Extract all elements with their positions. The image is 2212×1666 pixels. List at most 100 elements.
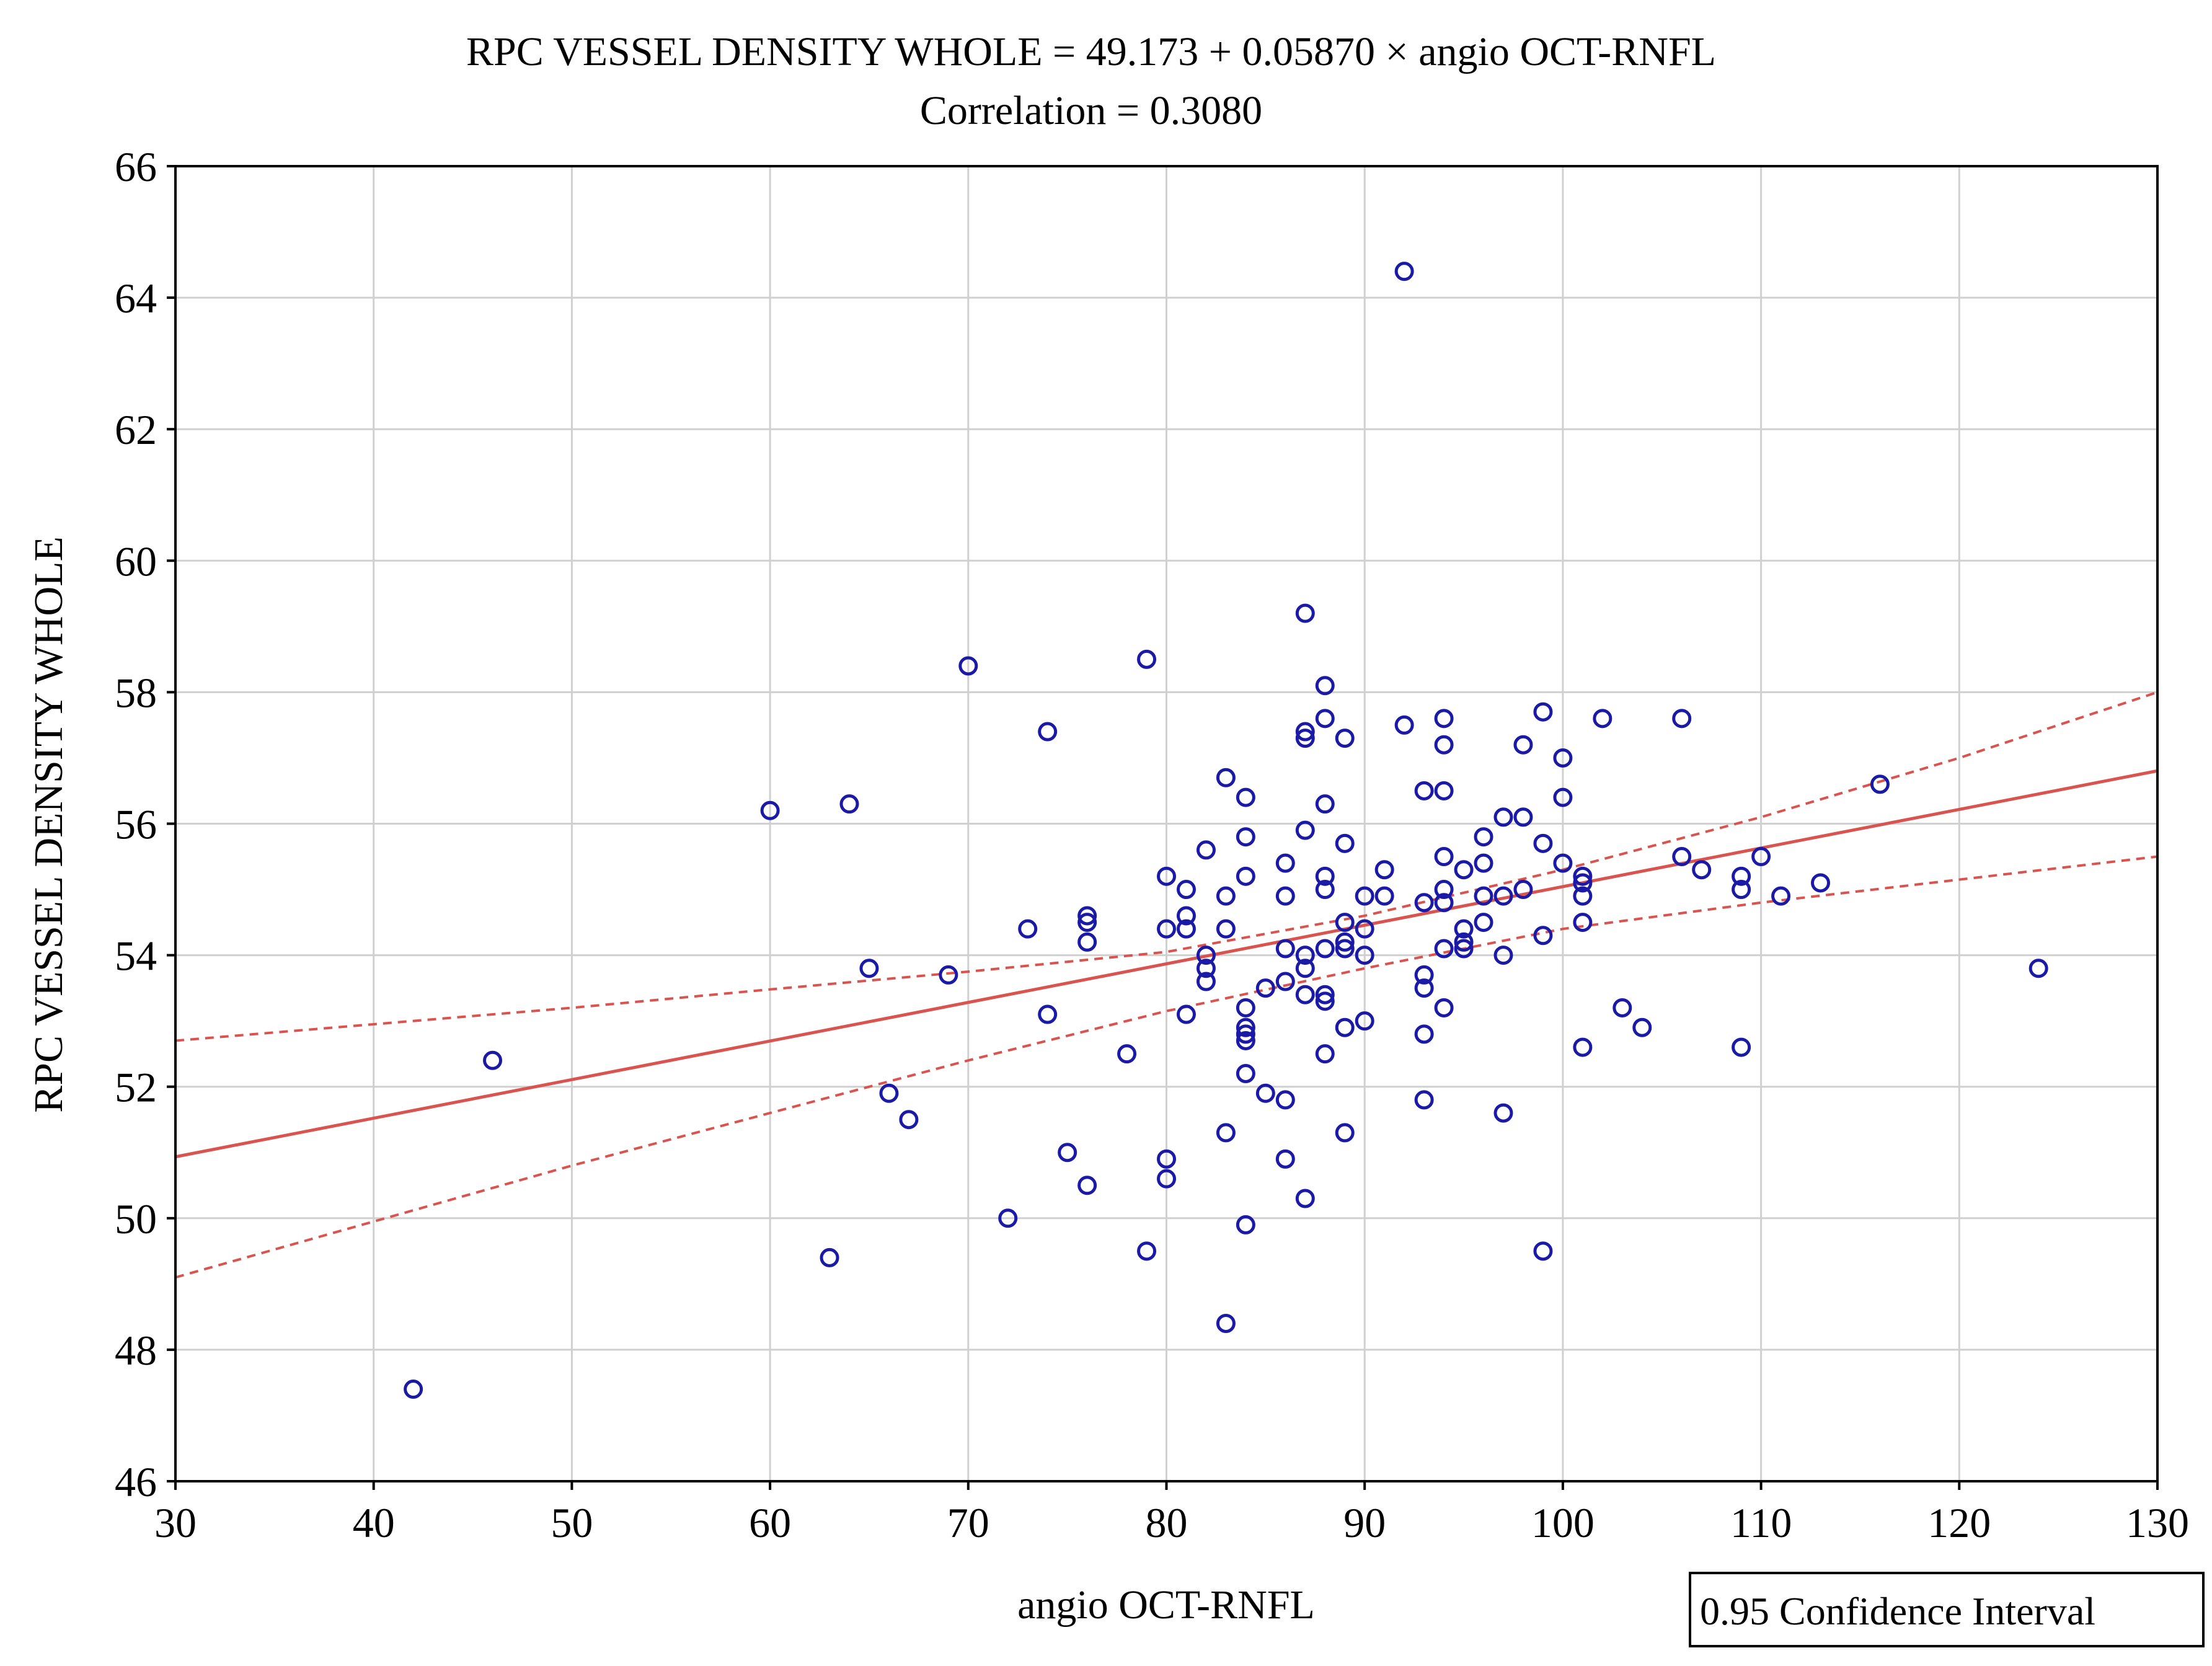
y-tick-label: 66 — [115, 143, 157, 190]
data-point — [1513, 880, 1533, 900]
data-point — [1077, 1176, 1097, 1195]
x-tick-label: 50 — [551, 1499, 593, 1546]
data-point — [1137, 1241, 1157, 1261]
data-point — [1771, 886, 1791, 906]
data-point — [1315, 866, 1335, 886]
data-point — [1295, 1189, 1315, 1208]
data-point — [1434, 847, 1454, 867]
data-point — [1315, 1044, 1335, 1064]
data-point — [1216, 886, 1236, 906]
data-point — [1474, 886, 1493, 906]
y-tick-label: 60 — [115, 538, 157, 585]
y-tick-label: 52 — [115, 1064, 157, 1111]
data-point — [1236, 1063, 1255, 1083]
data-point — [2028, 959, 2048, 978]
data-point — [1672, 709, 1692, 729]
data-point — [1236, 1030, 1255, 1050]
data-point — [1236, 787, 1255, 807]
data-point — [1275, 972, 1295, 991]
legend-box — [1689, 1572, 2205, 1647]
data-point — [1335, 1123, 1355, 1143]
data-point — [1216, 768, 1236, 787]
data-point — [1414, 965, 1434, 985]
data-point — [1434, 709, 1454, 729]
x-tick-label: 80 — [1146, 1499, 1188, 1546]
data-point — [1315, 991, 1335, 1011]
data-point — [1038, 1004, 1058, 1024]
data-point — [1137, 649, 1157, 669]
data-point — [1355, 886, 1374, 906]
upper-confidence-line — [175, 691, 2158, 1042]
data-point — [1474, 827, 1493, 847]
data-point — [1038, 722, 1058, 742]
data-point — [1355, 946, 1374, 965]
data-point — [1573, 873, 1593, 893]
data-point — [1117, 1044, 1137, 1064]
data-point — [998, 1208, 1018, 1228]
x-tick-label: 60 — [749, 1499, 791, 1546]
data-point — [1077, 913, 1097, 933]
data-point — [1593, 709, 1613, 729]
data-point — [1196, 840, 1216, 860]
legend-label: 0.95 Confidence Interval — [1700, 1589, 2095, 1633]
data-points — [404, 262, 2048, 1399]
data-point — [1394, 715, 1414, 735]
data-point — [1573, 866, 1593, 886]
data-point — [1216, 1123, 1236, 1143]
data-point — [1533, 926, 1553, 946]
data-point — [1573, 886, 1593, 906]
data-point — [1454, 939, 1474, 959]
data-point — [1553, 748, 1573, 768]
x-axis-label: angio OCT-RNFL — [1017, 1582, 1315, 1628]
data-point — [1176, 919, 1196, 939]
data-point — [1295, 959, 1315, 978]
data-point — [1732, 1037, 1751, 1057]
data-point — [1672, 847, 1692, 867]
y-tick-label: 62 — [115, 406, 157, 453]
data-point — [1414, 978, 1434, 998]
x-tick-label: 90 — [1343, 1499, 1386, 1546]
data-point — [1157, 866, 1176, 886]
data-point — [820, 1247, 839, 1267]
data-point — [1236, 866, 1255, 886]
data-point — [1533, 1241, 1553, 1261]
data-point — [1176, 880, 1196, 900]
x-tick-label: 110 — [1730, 1499, 1792, 1546]
y-axis-label: RPC VESSEL DENSITY WHOLE — [26, 536, 71, 1113]
x-tick-label: 40 — [353, 1499, 395, 1546]
y-tick-label: 58 — [115, 669, 157, 716]
data-point — [1335, 913, 1355, 933]
data-point — [1157, 1169, 1176, 1189]
regression-line — [175, 769, 2158, 1159]
y-axis-ticks: 46 48 50 52 54 56 58 60 62 64 66 — [115, 143, 175, 1505]
data-point — [1374, 860, 1394, 880]
data-point — [1573, 1037, 1593, 1057]
y-tick-label: 64 — [115, 275, 157, 322]
data-point — [1236, 827, 1255, 847]
data-point — [1216, 919, 1236, 939]
data-point — [1295, 946, 1315, 965]
data-point — [1732, 866, 1751, 886]
data-point — [1176, 1004, 1196, 1024]
data-point — [1315, 939, 1335, 959]
y-tick-label: 46 — [115, 1458, 157, 1505]
data-point — [1414, 893, 1434, 913]
data-point — [1077, 906, 1097, 926]
data-point — [1335, 932, 1355, 952]
data-point — [1414, 1090, 1434, 1110]
data-point — [1493, 886, 1513, 906]
x-tick-label: 100 — [1531, 1499, 1595, 1546]
data-point — [1454, 919, 1474, 939]
data-point — [1553, 853, 1573, 873]
legend: 0.95 Confidence Interval — [1689, 1572, 2205, 1647]
data-point — [1493, 946, 1513, 965]
data-point — [1236, 1024, 1255, 1044]
data-point — [1474, 913, 1493, 933]
data-point — [1275, 886, 1295, 906]
data-point — [1513, 735, 1533, 755]
data-point — [1196, 959, 1216, 978]
data-point — [1236, 1017, 1255, 1037]
data-point — [1454, 860, 1474, 880]
y-tick-label: 48 — [115, 1327, 157, 1374]
